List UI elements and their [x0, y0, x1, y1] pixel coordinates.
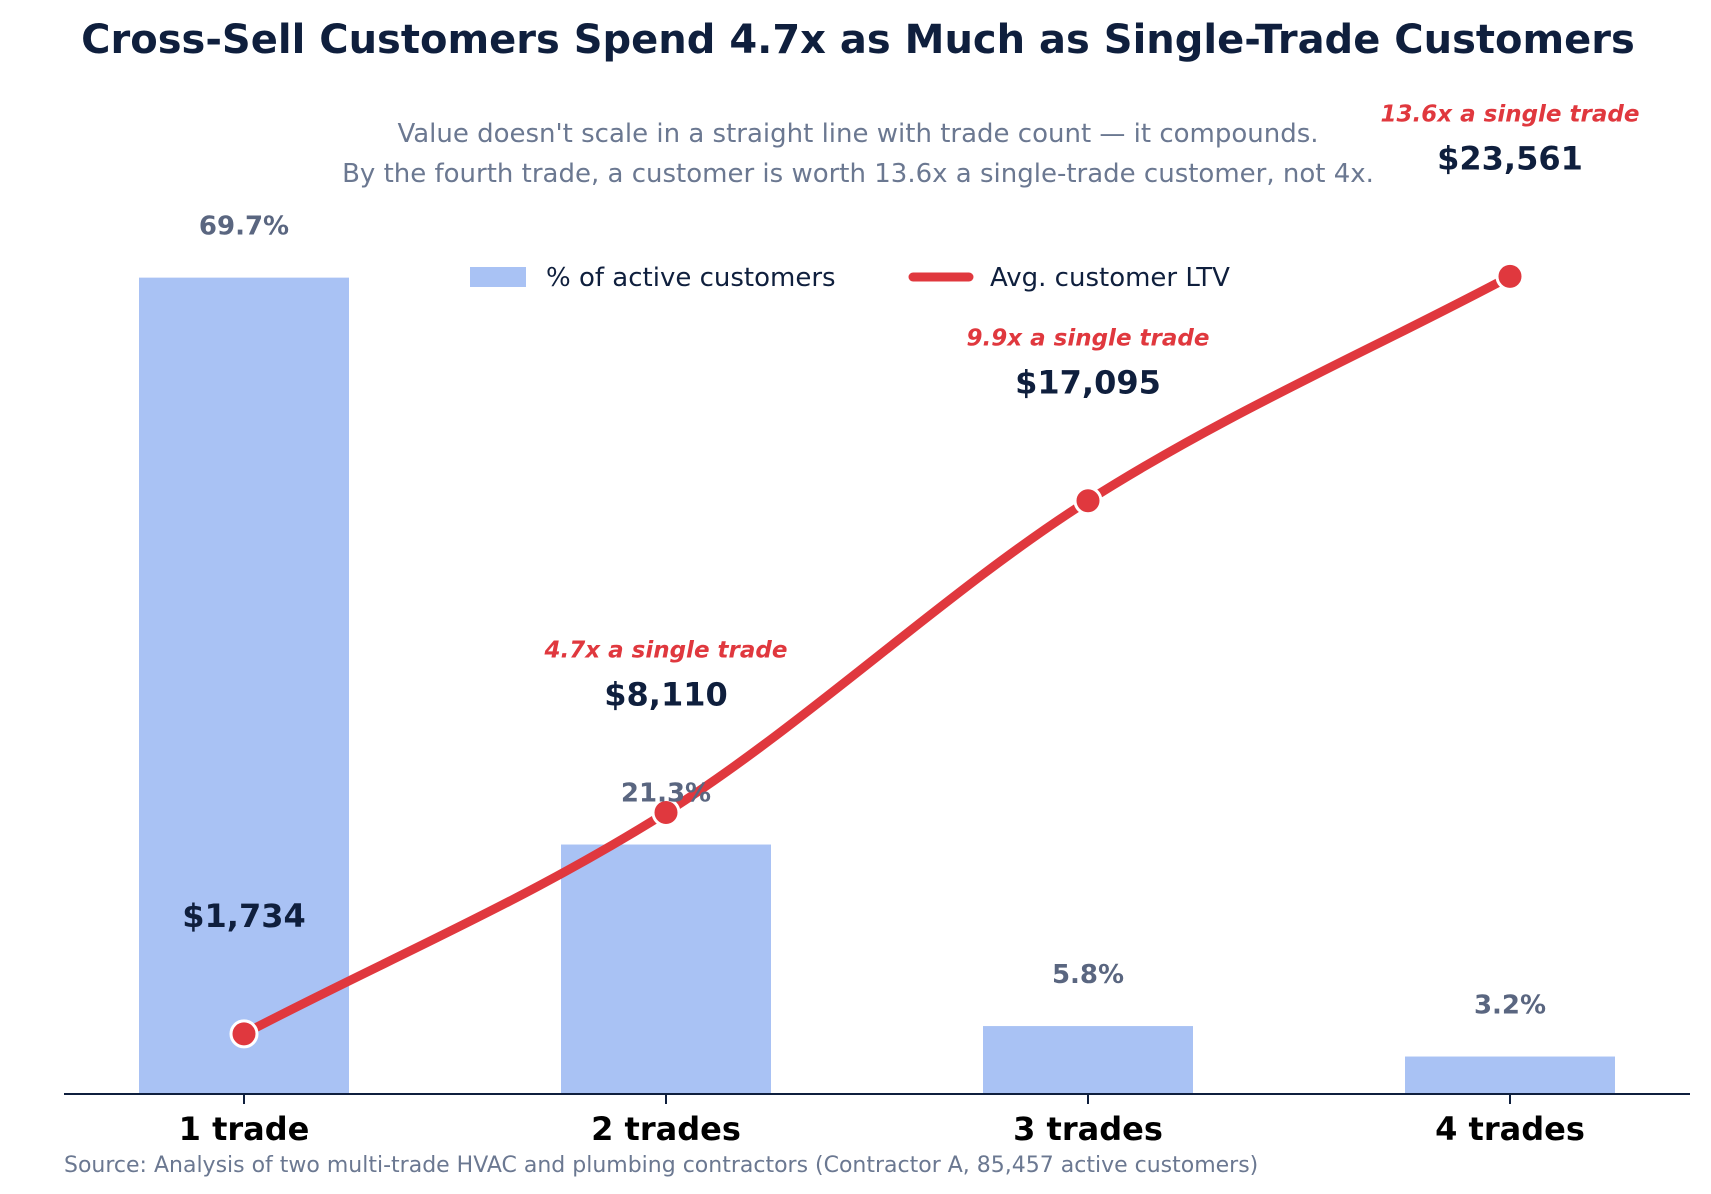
- ltv-line-path: [239, 271, 1515, 1039]
- ltv-point-3: [1073, 486, 1103, 516]
- ltv-line: [229, 261, 1525, 1049]
- multiplier-annotation-2: 4.7x a single trade: [544, 638, 788, 664]
- ltv-point-4: [1495, 261, 1525, 291]
- x-axis: 1 trade 2 trades 3 trades 4 trades: [64, 1093, 1690, 1148]
- ltv-point-2: [651, 798, 681, 828]
- x-tick-label-4: 4 trades: [1435, 1110, 1585, 1148]
- bar-2: [561, 844, 771, 1094]
- data-labels: 69.7% 21.3% 5.8% 3.2% $1,734 $8,110 4.7x a sin…: [182, 101, 1639, 1020]
- bar-4: [1405, 1056, 1615, 1094]
- chart-subtitle-line-1: Value doesn't scale in a straight line w…: [397, 119, 1318, 149]
- bar-value-label-2: 21.3%: [621, 779, 711, 809]
- multiplier-annotation-4: 13.6x a single trade: [1381, 101, 1640, 127]
- legend: % of active customers Avg. customer LTV: [470, 263, 1230, 293]
- chart-subtitle-line-2: By the fourth trade, a customer is worth…: [342, 159, 1374, 189]
- ltv-point-1: [229, 1019, 259, 1049]
- legend-bar-swatch: [470, 267, 526, 287]
- legend-label-ltv: Avg. customer LTV: [990, 263, 1230, 293]
- x-tick-label-2: 2 trades: [591, 1110, 741, 1148]
- ltv-value-label-2: $8,110: [604, 676, 727, 714]
- bar-value-label-1: 69.7%: [199, 212, 289, 242]
- x-tick-label-1: 1 trade: [179, 1110, 310, 1148]
- source-note: Source: Analysis of two multi-trade HVAC…: [64, 1153, 1258, 1178]
- bar-value-label-4: 3.2%: [1474, 991, 1546, 1021]
- legend-label-customers: % of active customers: [546, 263, 836, 293]
- multiplier-annotation-3: 9.9x a single trade: [967, 326, 1210, 352]
- ltv-value-label-1: $1,734: [182, 897, 305, 935]
- chart-title: Cross-Sell Customers Spend 4.7x as Much …: [81, 17, 1635, 63]
- ltv-value-label-4: $23,561: [1437, 139, 1583, 177]
- bar-value-label-3: 5.8%: [1052, 960, 1124, 990]
- bar-1: [139, 277, 349, 1094]
- bars: [139, 277, 1615, 1094]
- bar-3: [983, 1026, 1193, 1094]
- ltv-value-label-3: $17,095: [1015, 364, 1161, 402]
- x-tick-label-3: 3 trades: [1013, 1110, 1163, 1148]
